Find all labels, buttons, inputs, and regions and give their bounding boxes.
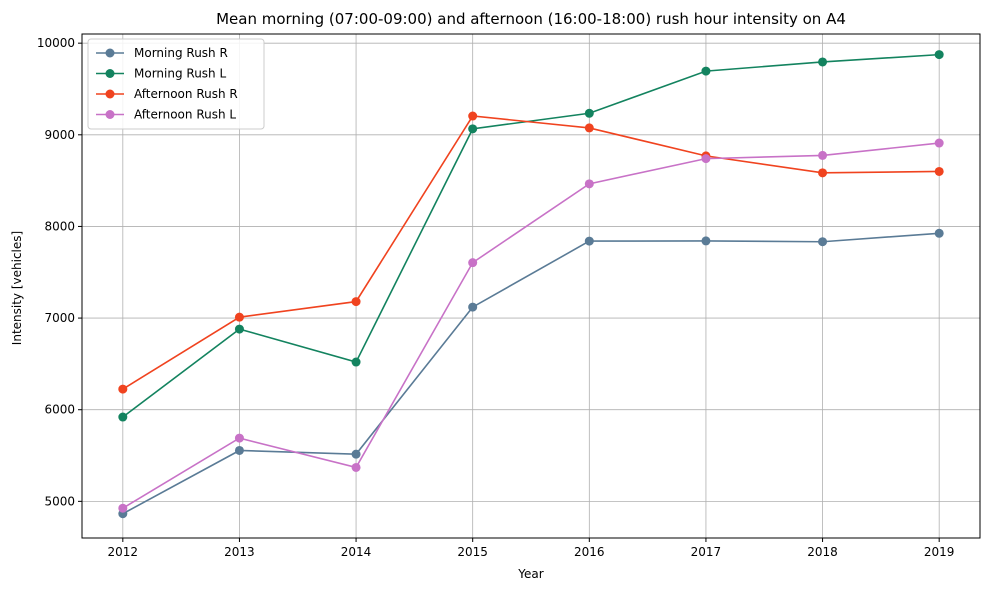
- grid: [82, 34, 980, 538]
- data-point: [234, 433, 244, 443]
- data-point: [934, 228, 944, 238]
- data-point: [934, 138, 944, 148]
- data-point: [584, 123, 594, 133]
- series-line-morning-rush-l: [122, 53, 940, 418]
- series-line-morning-rush-r: [122, 232, 940, 515]
- legend-marker: [105, 48, 115, 58]
- legend-box: [87, 38, 265, 130]
- x-axis-label: Year: [517, 567, 543, 581]
- series-morning-rush-l: [118, 50, 944, 422]
- plot-area: [118, 50, 944, 519]
- data-point: [468, 302, 478, 312]
- data-point: [934, 166, 944, 176]
- x-tick-label: 2015: [457, 545, 488, 559]
- data-point: [584, 108, 594, 118]
- y-tick-label: 9000: [44, 128, 75, 142]
- x-tick-label: 2018: [807, 545, 838, 559]
- x-axis-ticks: 2012 2013 2014 2015 2016 2017 2018 2019: [108, 538, 955, 559]
- data-point: [584, 236, 594, 246]
- data-point: [468, 258, 478, 268]
- series-line-afternoon-rush-r: [122, 115, 940, 390]
- data-point: [234, 312, 244, 322]
- y-tick-label: 8000: [44, 219, 75, 233]
- legend-label: Morning Rush L: [134, 67, 226, 81]
- legend-label: Afternoon Rush R: [134, 87, 238, 101]
- data-point: [701, 66, 711, 76]
- data-point: [584, 179, 594, 189]
- x-tick-label: 2016: [574, 545, 605, 559]
- data-point: [818, 237, 828, 247]
- y-tick-label: 6000: [44, 403, 75, 417]
- y-tick-label: 5000: [44, 494, 75, 508]
- legend: Morning Rush R Morning Rush L Afternoon Ru…: [87, 38, 265, 130]
- x-tick-label: 2013: [224, 545, 255, 559]
- x-tick-label: 2012: [108, 545, 139, 559]
- data-point: [234, 324, 244, 334]
- y-tick-label: 7000: [44, 311, 75, 325]
- data-point: [351, 449, 361, 459]
- y-axis-label: Intensity [vehicles]: [10, 231, 24, 345]
- x-tick-label: 2017: [691, 545, 722, 559]
- y-axis-ticks: 5000 6000 7000 8000 9000 10000: [37, 36, 82, 508]
- x-tick-label: 2019: [924, 545, 955, 559]
- data-point: [934, 50, 944, 60]
- data-point: [468, 111, 478, 121]
- series-line-afternoon-rush-l: [122, 142, 940, 509]
- data-point: [701, 236, 711, 246]
- data-point: [818, 168, 828, 178]
- data-point: [234, 445, 244, 455]
- plot-frame: [81, 33, 981, 539]
- data-point: [701, 154, 711, 164]
- data-point: [351, 297, 361, 307]
- data-point: [818, 57, 828, 67]
- series-afternoon-rush-r: [118, 111, 944, 394]
- legend-marker: [105, 110, 115, 119]
- data-point: [118, 412, 128, 422]
- data-point: [118, 503, 128, 513]
- legend-label: Afternoon Rush L: [134, 108, 236, 122]
- legend-marker: [105, 89, 115, 99]
- legend-marker: [105, 69, 115, 78]
- series-afternoon-rush-l: [118, 138, 944, 513]
- y-tick-label: 10000: [37, 36, 75, 50]
- data-point: [351, 357, 361, 367]
- x-tick-label: 2014: [341, 545, 372, 559]
- series-morning-rush-r: [118, 228, 944, 519]
- chart-title: Mean morning (07:00-09:00) and afternoon…: [216, 10, 846, 28]
- data-point: [468, 124, 478, 134]
- legend-label: Morning Rush R: [134, 46, 228, 60]
- data-point: [118, 384, 128, 394]
- data-point: [818, 150, 828, 160]
- data-point: [351, 462, 361, 472]
